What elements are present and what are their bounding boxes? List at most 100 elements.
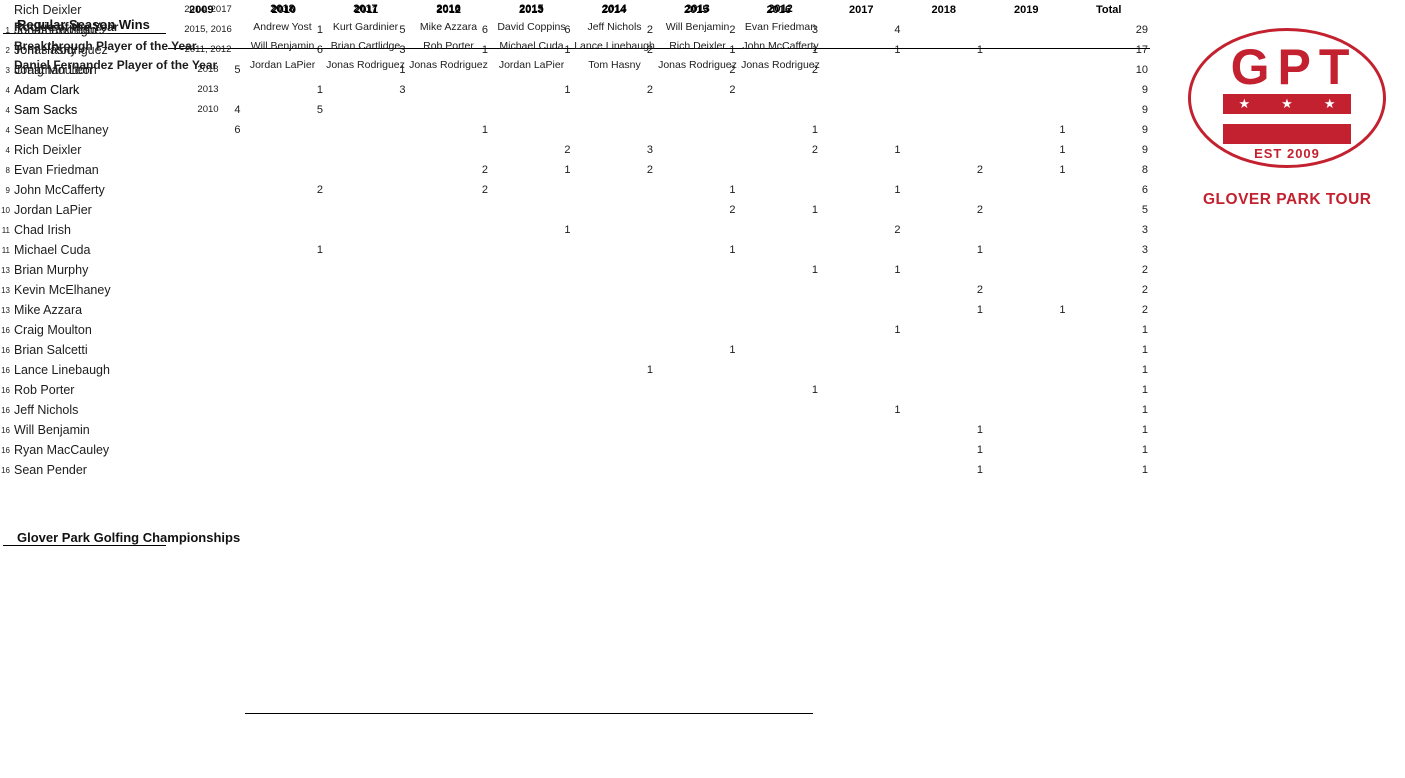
wins-value-cell: 3 bbox=[811, 24, 818, 36]
wins-value-cell bbox=[243, 120, 326, 140]
award-winner-cell: Jonas Rodriguez bbox=[326, 59, 405, 71]
total-value-cell: 1 bbox=[1141, 424, 1148, 436]
rank-cell: 4 bbox=[5, 86, 10, 95]
award-winner-cell: David Coppins bbox=[497, 21, 566, 33]
wins-value-cell bbox=[325, 300, 408, 320]
wins-value-cell bbox=[985, 20, 1068, 40]
wins-value-cell bbox=[738, 420, 821, 440]
champion-years-cell: 2015, 2016 bbox=[184, 24, 232, 35]
wins-value-cell bbox=[243, 140, 326, 160]
wins-value-cell bbox=[738, 80, 821, 100]
award-year-header: 2013 bbox=[685, 3, 710, 15]
total-value-cell: 5 bbox=[1141, 204, 1148, 216]
wins-value-cell bbox=[738, 440, 821, 460]
wins-value-cell: 2 bbox=[646, 44, 653, 56]
wins-value-cell bbox=[738, 100, 821, 120]
wins-value-cell bbox=[325, 260, 408, 280]
wins-value-cell: 5 bbox=[316, 104, 323, 116]
wins-value-cell bbox=[490, 260, 573, 280]
player-name-cell: Will Benjamin bbox=[14, 423, 90, 437]
wins-value-cell: 1 bbox=[729, 184, 736, 196]
wins-value-cell bbox=[820, 420, 903, 440]
wins-value-cell bbox=[408, 300, 491, 320]
wins-value-cell bbox=[325, 440, 408, 460]
wins-value-cell: 1 bbox=[811, 384, 818, 396]
wins-value-cell: 2 bbox=[811, 64, 818, 76]
wins-value-cell: 2 bbox=[316, 184, 323, 196]
wins-value-cell bbox=[325, 320, 408, 340]
wins-value-cell bbox=[655, 460, 738, 480]
champion-years-cell: 2011, 2012 bbox=[184, 44, 232, 55]
rank-cell: 4 bbox=[5, 146, 10, 155]
wins-value-cell bbox=[655, 380, 738, 400]
wins-value-cell bbox=[820, 160, 903, 180]
wins-value-cell bbox=[738, 160, 821, 180]
rank-cell: 16 bbox=[1, 386, 10, 395]
total-value-cell: 29 bbox=[1135, 24, 1148, 36]
rank-cell: 11 bbox=[1, 246, 10, 255]
logo-star-bar: ★ ★ ★ bbox=[1223, 94, 1351, 114]
wins-value-cell: 2 bbox=[811, 144, 818, 156]
rank-cell: 11 bbox=[1, 226, 10, 235]
wins-value-cell: 1 bbox=[729, 44, 736, 56]
award-category-label: Breakthrough Player of the Year bbox=[14, 39, 197, 53]
wins-title: Regular Season Wins bbox=[17, 17, 150, 32]
wins-value-cell bbox=[243, 460, 326, 480]
wins-value-cell: 1 bbox=[729, 244, 736, 256]
wins-value-cell bbox=[573, 120, 656, 140]
award-winner-cell: Andrew Yost bbox=[253, 21, 312, 33]
star-icon: ★ bbox=[1238, 96, 1251, 111]
wins-value-cell: 1 bbox=[399, 64, 406, 76]
player-name-cell: Adam Clark bbox=[14, 83, 80, 97]
wins-value-cell bbox=[903, 260, 986, 280]
wins-value-cell: 1 bbox=[894, 44, 901, 56]
player-name-cell: Kevin McElhaney bbox=[14, 283, 111, 297]
wins-value-cell bbox=[490, 420, 573, 440]
wins-value-cell bbox=[490, 200, 573, 220]
award-winner-cell: Jonas Rodriguez bbox=[658, 59, 737, 71]
player-name-cell: Tom Hasny bbox=[14, 43, 77, 57]
wins-value-cell: 1 bbox=[564, 224, 571, 236]
wins-value-cell bbox=[490, 300, 573, 320]
year-header: 2011 bbox=[354, 4, 379, 16]
player-name-cell: Sean Pender bbox=[14, 463, 87, 477]
wins-value-cell bbox=[903, 400, 986, 420]
total-value-cell: 9 bbox=[1141, 124, 1148, 136]
award-winner-cell: Jordan LaPier bbox=[249, 59, 316, 71]
rank-cell: 13 bbox=[1, 286, 10, 295]
wins-value-cell bbox=[408, 420, 491, 440]
player-name-cell: Sam Sacks bbox=[14, 103, 78, 117]
wins-value-cell: 1 bbox=[564, 84, 571, 96]
wins-value-cell bbox=[903, 340, 986, 360]
logo-solid-bar bbox=[1223, 124, 1351, 144]
wins-value-cell bbox=[738, 300, 821, 320]
wins-value-cell: 1 bbox=[894, 324, 901, 336]
wins-value-cell: 3 bbox=[399, 44, 406, 56]
wins-value-cell bbox=[820, 60, 903, 80]
wins-value-cell: 2 bbox=[481, 164, 488, 176]
year-header: 2010 bbox=[271, 4, 296, 16]
award-year-header: 2014 bbox=[602, 3, 627, 15]
wins-value-cell: 1 bbox=[316, 84, 323, 96]
total-value-cell: 1 bbox=[1141, 384, 1148, 396]
wins-value-cell: 1 bbox=[1059, 164, 1066, 176]
wins-value-cell bbox=[490, 120, 573, 140]
year-header: 2016 bbox=[766, 4, 791, 16]
wins-value-cell: 1 bbox=[1059, 124, 1066, 136]
wins-value-cell bbox=[160, 160, 243, 180]
award-winner-cell: Jeff Nichols bbox=[587, 21, 642, 33]
wins-value-cell bbox=[573, 280, 656, 300]
rank-cell: 3 bbox=[5, 66, 10, 75]
wins-value-cell bbox=[573, 200, 656, 220]
wins-value-cell bbox=[243, 260, 326, 280]
rank-cell: 16 bbox=[1, 446, 10, 455]
wins-value-cell bbox=[325, 120, 408, 140]
wins-value-cell: 6 bbox=[316, 44, 323, 56]
wins-value-cell bbox=[408, 380, 491, 400]
wins-value-cell bbox=[985, 100, 1068, 120]
wins-value-cell: 2 bbox=[646, 24, 653, 36]
wins-value-cell bbox=[243, 200, 326, 220]
wins-value-cell: 5 bbox=[234, 64, 241, 76]
wins-value-cell bbox=[903, 140, 986, 160]
